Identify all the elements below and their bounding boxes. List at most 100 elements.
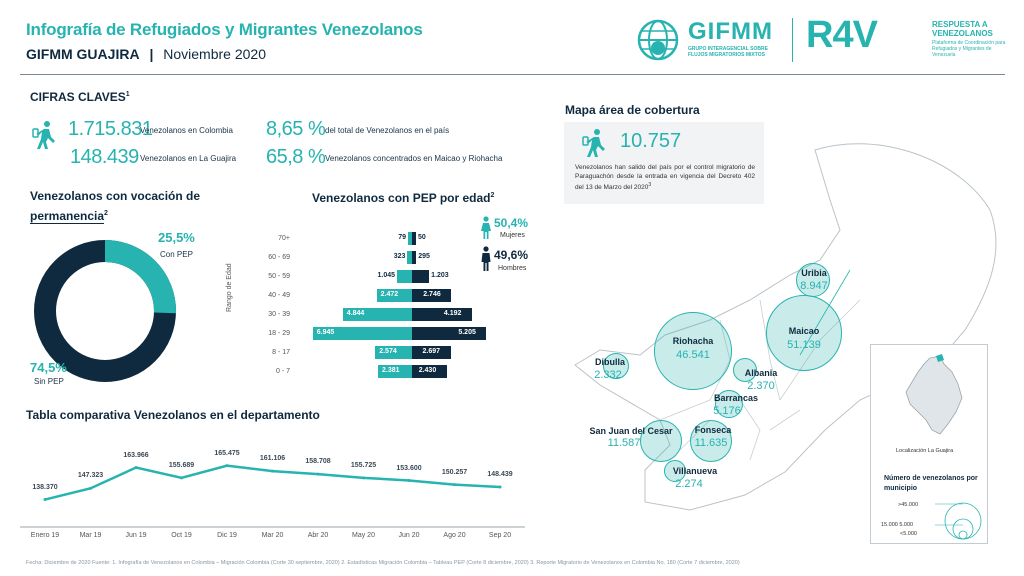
men-bar-label: 50 [418,234,426,241]
x-tick-label: Mar 20 [261,532,284,539]
dibulla-bubble [603,353,629,379]
riohacha-bubble [654,312,732,390]
men-bar-label: 2.746 [423,291,441,298]
women-bar-label: 323 [393,253,406,260]
maicao-name: Maicao [788,326,820,336]
men-bar [412,289,452,302]
pct-total-value: 8,65 % [266,118,326,140]
uribia-value: 8.947 [800,280,828,292]
villanueva-value: 2.274 [675,478,703,490]
men-bar [412,346,451,359]
age-label: 40 - 49 [268,292,290,299]
data-point [134,466,138,470]
women-label: Mujeres [500,232,525,239]
villanueva-bubble [664,460,686,482]
women-bar [408,232,412,245]
age-label: 0 - 7 [275,368,290,375]
albania-value: 2.370 [747,380,775,392]
colombia-label: Venezolanos en Colombia [140,126,233,135]
r4v-logo-title: RESPUESTA A VENEZOLANOS [932,20,993,38]
x-tick-label: Dic 19 [217,532,237,539]
legend-mid-label: 15.000 5.000 [881,522,914,528]
women-bar-label: 79 [398,234,406,241]
coverage-title: Mapa área de cobertura [565,103,700,117]
subtitle-date: Noviembre 2020 [163,46,266,62]
guajira-count: 148.439 [70,146,139,168]
comparison-line-chart: 138.370 Enero 19 147.323 Mar 19 163.966 Jun 1… [20,440,530,550]
villanueva-name: Villanueva [672,466,718,476]
permanence-donut-chart [30,236,180,386]
exit-count: 10.757 [620,130,682,152]
data-point [407,479,411,482]
women-bar [407,251,412,264]
legend-small-label: <5.000 [900,531,917,537]
women-bar [342,308,412,321]
comparison-title: Tabla comparativa Venezolanos en el depa… [26,408,320,422]
data-label: 161.106 [259,455,286,463]
maicao-bubble [766,295,842,371]
age-label: 70+ [278,235,290,242]
data-point [225,464,229,468]
data-point [362,476,365,480]
exit-description: Venezolanos han salido del país por el c… [575,164,755,192]
pct-total-label: del total de Venezolanos en el país [325,126,450,135]
gifmm-logo-text: GIFMM [688,18,773,45]
x-tick-label: Jun 20 [398,532,420,539]
san-juan-name: San Juan del Cesar [589,426,673,436]
riohacha-name: Riohacha [672,336,714,346]
woman-icon [480,216,492,240]
data-point [43,498,47,502]
data-point [498,485,502,489]
san-juan-bubble [640,420,682,462]
age-label: 30 - 39 [268,311,290,318]
x-tick-label: May 20 [352,532,375,539]
x-tick-label: Sep 20 [488,532,512,539]
pep-pct: 25,5% [158,230,195,245]
footer-sources: Fecha: Diciembre de 2020 Fuente: 1. Info… [26,560,740,566]
age-label: 50 - 59 [268,273,290,280]
men-label: Hombres [498,265,527,272]
fonseca-bubble [690,420,732,462]
men-bar [412,270,430,283]
guajira-label: Venezolanos en La Guajira [140,154,237,163]
women-bar [397,270,412,283]
data-point [453,483,456,487]
x-tick-label: Mar 19 [79,532,102,539]
no-pep-pct: 74,5% [30,360,67,375]
subtitle-region: GIFMM GUAJIRA [26,46,140,62]
barrancas-value: 5.176 [713,405,741,417]
fonseca-name: Fonseca [694,425,732,435]
albania-name: Albania [744,368,778,378]
maicao-value: 51.139 [787,339,821,351]
age-label: 60 - 69 [268,254,290,261]
fonseca-value: 11.635 [694,437,728,449]
pct-concentrated-label: Venezolanos concentrados en Maicao y Rio… [325,154,503,163]
men-bar-label: 295 [418,253,430,260]
data-label: 163.966 [123,451,149,459]
men-pct: 49,6% [494,248,529,262]
women-bar-label: 2.574 [379,348,397,355]
subtitle-separator: | [149,46,154,62]
men-bar [412,232,416,245]
women-bar-label: 2.381 [381,367,400,374]
age-label: 8 - 17 [272,349,290,356]
data-point [271,469,274,473]
pep-age-pyramid: 70+ 79 50 60 - 69 323 295 50 - 59 1.045 1.203 40 … [260,232,520,392]
men-bar-label: 4.192 [443,310,462,317]
x-tick-label: Jun 19 [125,532,147,539]
colombia-count: 1.715.831 [68,118,153,140]
r4v-logo-subtitle: Plataforma de Coordinación para Refugiad… [932,40,1006,58]
women-bar [376,289,412,302]
pep-age-title: Venezolanos con PEP por edad2 [312,191,495,205]
permanence-title: Venezolanos con vocación de permanencia2 [30,189,201,224]
exit-info-box [564,122,764,204]
legend-bubbles [935,497,985,541]
men-bar-label: 5.205 [458,329,476,336]
women-bar-label: 1.045 [377,272,396,279]
pep-label: Con PEP [160,250,193,259]
page-subtitle: GIFMM GUAJIRA | Noviembre 2020 [26,46,266,62]
data-label: 153.600 [396,464,422,472]
pct-concentrated-value: 65,8 % [266,146,326,168]
header-divider [20,74,1005,75]
walking-migrant-exit-icon [580,128,610,158]
